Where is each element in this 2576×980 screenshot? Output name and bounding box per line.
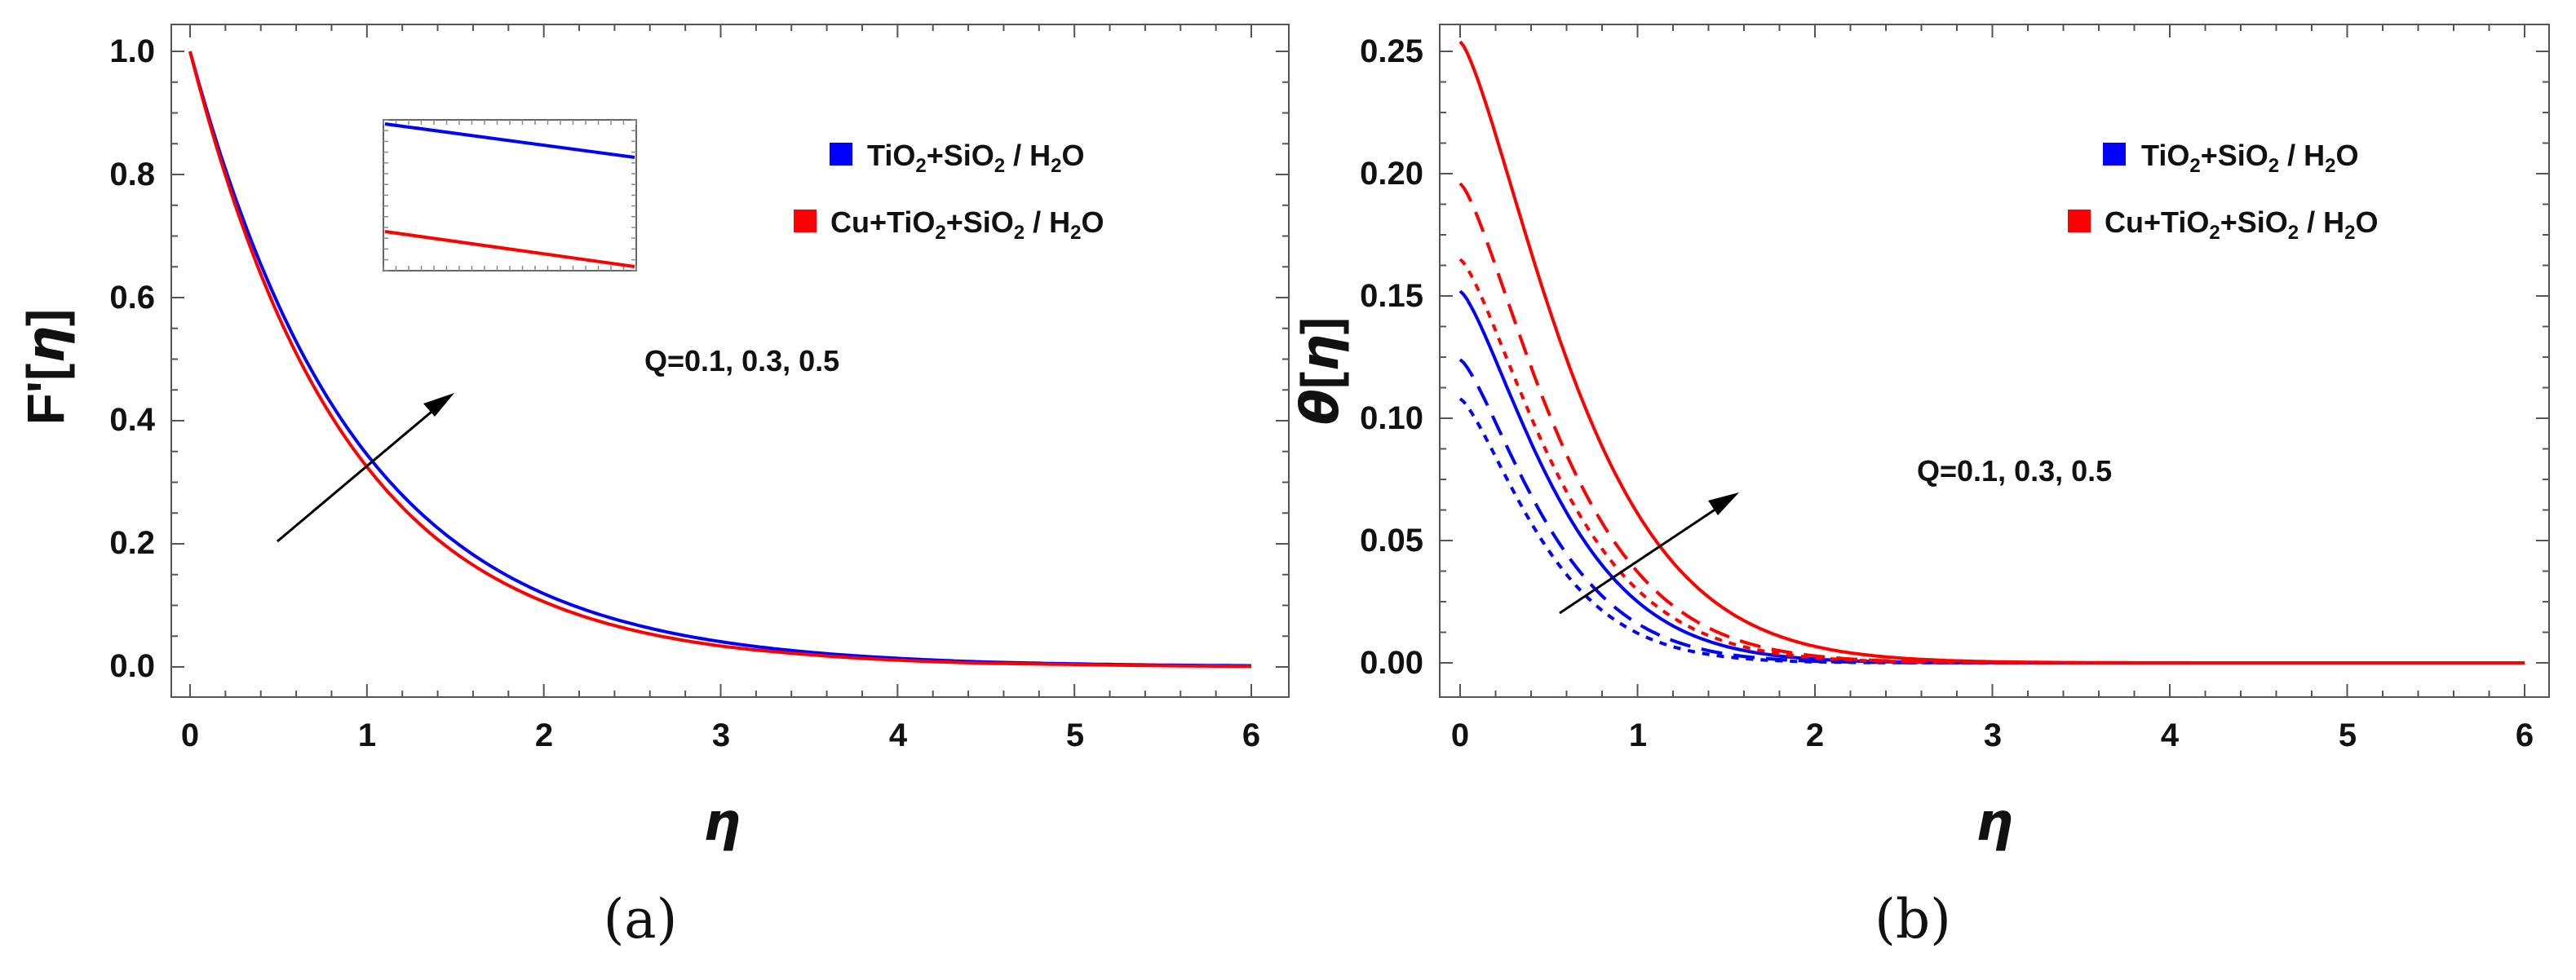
panel-a-legend-label-blue: TiO2+SiO2 / H2O [867, 139, 1085, 177]
panel-a-inset-line-red [384, 230, 635, 268]
panel-b-arrow-shaft [1559, 504, 1722, 615]
panel-a-legend-label-red: Cu+TiO2+SiO2 / H2O [830, 205, 1104, 244]
panel-a-arrow-head [423, 393, 454, 417]
panel-b-y-tick-label: 0.05 [1360, 523, 1423, 558]
panel-a-y-tick-label: 0.4 [109, 402, 155, 438]
panel-a-x-tick-label: 4 [889, 717, 908, 753]
panel-a-inset-frame [383, 119, 637, 271]
panel-a-annotation: Q=0.1, 0.3, 0.5 [644, 344, 839, 377]
panel-b-x-tick-label: 4 [2161, 717, 2180, 753]
panel-b-legend-swatch-red [2068, 210, 2091, 232]
panel-a-y-tick-label: 0.0 [109, 648, 155, 684]
panel-b-series-line-red-solid [1458, 40, 2525, 664]
panel-a: 0.0 0.2 0.4 0.6 0.8 1.0 0 1 2 3 4 5 6 F'… [16, 24, 1290, 951]
panel-a-x-tick-label: 1 [358, 717, 376, 753]
panel-a-ticks [171, 24, 1289, 697]
panel-a-legend-swatch-blue [830, 143, 852, 166]
panel-b-series-line-blue-dashed [1458, 358, 2525, 664]
panel-b-y-tick-label: 0.20 [1360, 156, 1423, 192]
panel-a-inset-ticks [383, 119, 637, 271]
panel-b-x-tick-label: 3 [1984, 717, 2002, 753]
panel-a-x-tick-label: 6 [1242, 717, 1260, 753]
panel-b-y-tick-label: 0.15 [1360, 278, 1423, 314]
panel-b-x-tick-label: 2 [1806, 717, 1824, 753]
panel-a-y-tick-label: 0.8 [109, 157, 155, 192]
panel-a-arrow-shaft [277, 406, 437, 543]
panel-b-annotation: Q=0.1, 0.3, 0.5 [1917, 454, 2112, 488]
panel-b-legend-label-red: Cu+TiO2+SiO2 / H2O [2105, 205, 2379, 244]
panel-a-x-tick-label: 0 [181, 717, 199, 753]
panel-b-x-tick-label: 1 [1629, 717, 1647, 753]
panel-b-y-tick-label: 0.25 [1360, 33, 1423, 69]
panel-a-x-tick-label: 5 [1066, 717, 1084, 753]
panel-b-y-axis-title: θ[η] [1290, 317, 1351, 425]
panel-b-x-tick-label: 6 [2516, 717, 2534, 753]
panel-b-x-tick-label: 0 [1451, 717, 1469, 753]
panel-a-caption: (a) [604, 888, 678, 951]
panel-b-x-tick-label: 5 [2339, 717, 2357, 753]
panel-b-frame [1439, 24, 2550, 698]
panel-a-inset [383, 119, 637, 271]
panel-a-legend-swatch-red [794, 210, 817, 232]
panel-b-series-line-red-dashed [1458, 182, 2525, 664]
panel-b-series [1458, 40, 2525, 664]
panel-b-y-tick-label: 0.10 [1360, 400, 1423, 436]
panel-b-legend-label-blue: TiO2+SiO2 / H2O [2141, 139, 2359, 177]
panel-b-legend-swatch-blue [2103, 143, 2126, 166]
panel-a-y-axis-title: F'[η] [16, 309, 77, 426]
panel-a-x-tick-label: 3 [712, 717, 730, 753]
panel-b-y-tick-label: 0.00 [1360, 645, 1423, 681]
panel-b-arrow-head [1708, 492, 1739, 515]
panel-a-y-tick-label: 0.6 [109, 280, 155, 316]
panel-a-x-axis-title: η [703, 792, 741, 853]
panel-b-series-line-blue-dotted [1458, 397, 2525, 664]
panel-a-inset-line-blue [384, 122, 635, 159]
panel-b-x-axis-title: η [1976, 792, 2013, 853]
panel-b: 0.00 0.05 0.10 0.15 0.20 0.25 0 1 2 3 4 … [1290, 24, 2550, 951]
panel-b-caption: (b) [1874, 888, 1951, 951]
panel-a-y-tick-label: 0.2 [109, 525, 155, 561]
panel-a-frame [170, 24, 1290, 698]
panel-a-x-tick-label: 2 [535, 717, 553, 753]
panel-b-ticks [1440, 24, 2549, 697]
panel-a-y-tick-label: 1.0 [109, 33, 155, 69]
